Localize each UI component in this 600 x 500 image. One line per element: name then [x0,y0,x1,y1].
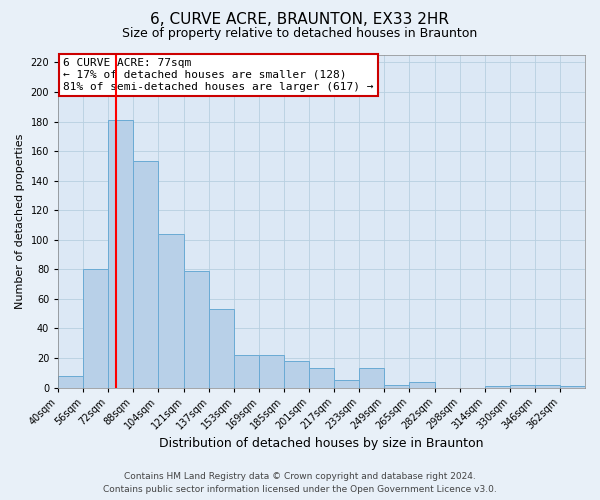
Text: 6, CURVE ACRE, BRAUNTON, EX33 2HR: 6, CURVE ACRE, BRAUNTON, EX33 2HR [151,12,449,28]
Bar [485,386,510,388]
Bar [184,271,209,388]
Bar [158,234,184,388]
Y-axis label: Number of detached properties: Number of detached properties [15,134,25,309]
Bar [309,368,334,388]
Bar [359,368,384,388]
X-axis label: Distribution of detached houses by size in Braunton: Distribution of detached houses by size … [160,437,484,450]
Bar [259,355,284,388]
Bar [284,361,309,388]
Bar [133,162,158,388]
Bar [384,384,409,388]
Bar [560,386,585,388]
Bar [535,384,560,388]
Bar [235,355,259,388]
Bar [409,382,436,388]
Bar [334,380,359,388]
Text: Contains public sector information licensed under the Open Government Licence v3: Contains public sector information licen… [103,485,497,494]
Bar [510,384,535,388]
Bar [83,270,108,388]
Bar [209,309,235,388]
Text: Contains HM Land Registry data © Crown copyright and database right 2024.: Contains HM Land Registry data © Crown c… [124,472,476,481]
Text: Size of property relative to detached houses in Braunton: Size of property relative to detached ho… [122,28,478,40]
Text: 6 CURVE ACRE: 77sqm
← 17% of detached houses are smaller (128)
81% of semi-detac: 6 CURVE ACRE: 77sqm ← 17% of detached ho… [64,58,374,92]
Bar [108,120,133,388]
Bar [58,376,83,388]
